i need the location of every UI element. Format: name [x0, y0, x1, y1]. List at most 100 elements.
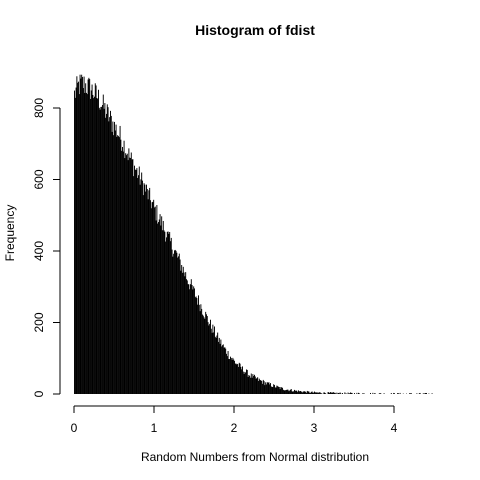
- histogram-bar: [150, 208, 152, 394]
- histogram-bar: [123, 140, 125, 394]
- histogram-bar: [90, 90, 92, 394]
- histogram-bar: [289, 390, 291, 394]
- histogram-bar: [97, 98, 99, 395]
- histogram-bar: [286, 389, 288, 394]
- histogram-bar: [77, 82, 79, 394]
- histogram-bar: [253, 376, 255, 394]
- histogram-bar: [122, 146, 123, 394]
- histogram-bar: [106, 104, 108, 395]
- histogram-bar: [416, 393, 418, 394]
- histogram-bar: [334, 392, 335, 394]
- histogram-bar: [320, 393, 322, 394]
- histogram-bar: [325, 393, 327, 394]
- histogram-bar: [350, 392, 351, 394]
- histogram-bar: [170, 241, 171, 394]
- histogram-bar: [194, 288, 195, 394]
- histogram-bar: [238, 366, 239, 394]
- histogram-bar: [410, 393, 411, 394]
- histogram-bar: [117, 135, 119, 394]
- histogram-bar: [318, 392, 319, 394]
- histogram-bar: [175, 250, 177, 394]
- histogram-bar: [347, 392, 349, 394]
- histogram-bar: [195, 296, 197, 394]
- histogram-bar: [221, 346, 223, 394]
- histogram-bar: [296, 390, 298, 394]
- histogram-bar: [338, 393, 340, 394]
- histogram-bar: [409, 393, 411, 394]
- histogram-bar: [240, 366, 242, 394]
- histogram-bar: [148, 190, 150, 394]
- histogram-bar: [174, 250, 175, 394]
- histogram-bar: [311, 391, 313, 394]
- histogram-bar: [172, 256, 174, 394]
- histogram-bar: [145, 191, 147, 394]
- histogram-bar: [248, 375, 250, 394]
- histogram-bar: [263, 381, 265, 394]
- histogram-bar: [85, 83, 87, 394]
- histogram-bar: [306, 390, 308, 394]
- histogram-bar: [299, 390, 301, 394]
- histogram-bar: [327, 392, 329, 394]
- histogram-bar: [109, 117, 111, 395]
- histogram-bar: [286, 389, 287, 394]
- histogram-bar: [351, 392, 353, 394]
- histogram-bar: [177, 257, 179, 394]
- histogram-bar: [166, 237, 167, 394]
- histogram-bar: [128, 148, 130, 394]
- histogram-bar: [285, 390, 287, 394]
- histogram-bar: [136, 168, 138, 394]
- histogram-bar: [224, 347, 226, 394]
- histogram-bar: [319, 392, 321, 394]
- histogram-bar: [419, 392, 421, 394]
- y-axis-label: Frequency: [3, 205, 17, 262]
- histogram-bar: [132, 159, 134, 394]
- histogram-bar: [92, 94, 94, 394]
- histogram-bar: [91, 84, 93, 395]
- histogram-bar: [269, 384, 271, 394]
- histogram-bar: [96, 98, 98, 395]
- histogram-bar: [168, 233, 170, 394]
- y-tick-label: 800: [32, 98, 46, 118]
- histogram-bar: [108, 121, 110, 395]
- histogram-bar: [374, 393, 375, 394]
- histogram-bar: [86, 94, 88, 394]
- histogram-bar: [251, 377, 253, 394]
- histogram-bar: [122, 151, 124, 394]
- histogram-bar: [179, 259, 181, 394]
- histogram-bar: [140, 179, 142, 394]
- histogram-bar: [131, 159, 133, 394]
- histogram-bar: [126, 155, 127, 394]
- histogram-bar: [298, 391, 300, 394]
- histogram-bar: [290, 389, 292, 394]
- histogram-bar: [134, 165, 135, 394]
- histogram-bar: [383, 393, 385, 394]
- histogram-bar: [232, 357, 234, 394]
- histogram-bar: [220, 339, 222, 394]
- histogram-bar: [244, 371, 246, 394]
- x-tick-label: 4: [391, 421, 398, 435]
- histogram-bar: [237, 363, 239, 394]
- histogram-bar: [115, 124, 117, 394]
- histogram-bar: [74, 90, 75, 394]
- histogram-bar: [418, 393, 420, 394]
- histogram-bar: [178, 253, 180, 394]
- histogram-bar: [146, 188, 148, 394]
- histogram-bar: [310, 392, 311, 394]
- histogram-bar: [258, 378, 260, 394]
- histogram-bar: [211, 332, 213, 394]
- histogram-bar: [245, 372, 247, 394]
- histogram-bar: [222, 345, 223, 394]
- histogram-bar: [105, 117, 107, 395]
- histogram-bar: [410, 393, 412, 394]
- histogram-bar: [144, 184, 146, 394]
- histogram-bar: [290, 389, 291, 394]
- histogram-bar: [256, 378, 258, 394]
- histogram-bar: [171, 249, 173, 394]
- x-tick-label: 2: [231, 421, 238, 435]
- histogram-bar: [185, 272, 187, 394]
- histogram-bar: [230, 357, 232, 394]
- histogram-bar: [294, 389, 295, 394]
- histogram-bar: [133, 176, 135, 394]
- histogram-bar: [150, 200, 151, 394]
- histogram-bar: [316, 392, 318, 394]
